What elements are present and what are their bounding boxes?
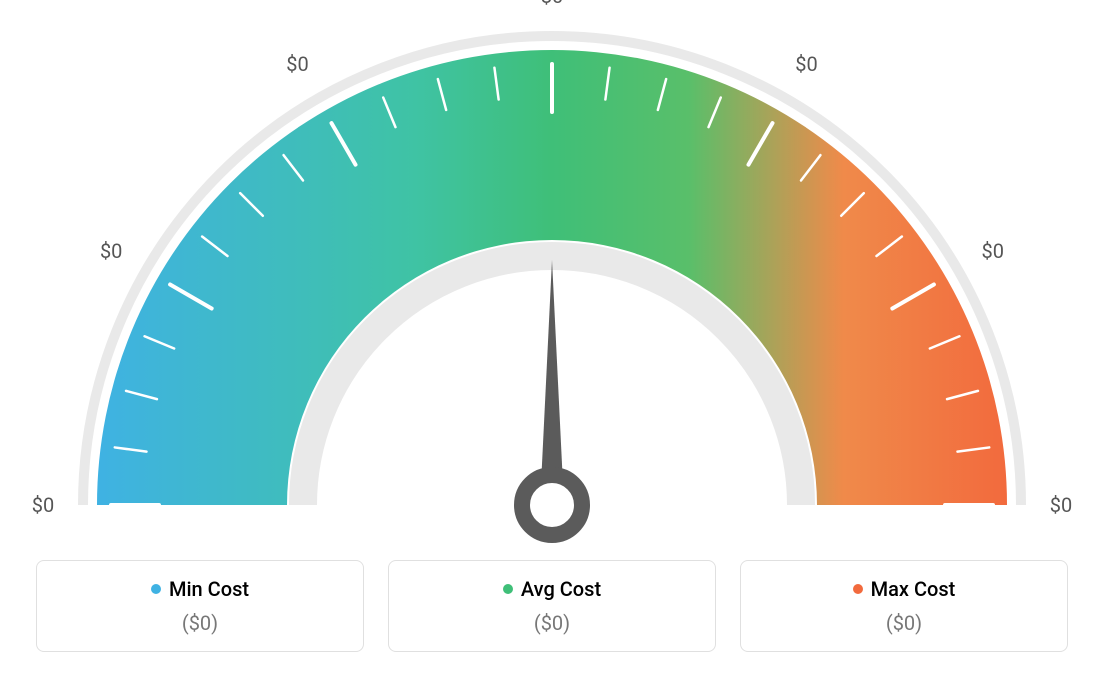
legend-value-max: ($0)	[753, 611, 1055, 635]
legend-row: Min Cost ($0) Avg Cost ($0) Max Cost ($0…	[0, 560, 1104, 652]
gauge-scale-label: $0	[32, 493, 54, 517]
legend-dot-min	[151, 584, 161, 594]
legend-dot-max	[853, 584, 863, 594]
legend-label-min: Min Cost	[169, 577, 249, 601]
legend-card-max: Max Cost ($0)	[740, 560, 1068, 652]
legend-value-avg: ($0)	[401, 611, 703, 635]
legend-value-min: ($0)	[49, 611, 351, 635]
gauge-chart: $0 $0 $0 $0 $0 $0 $0	[0, 0, 1104, 560]
gauge-scale-label: $0	[1050, 493, 1072, 517]
gauge-scale-label: $0	[100, 239, 122, 263]
legend-card-avg: Avg Cost ($0)	[388, 560, 716, 652]
legend-dot-avg	[503, 584, 513, 594]
gauge-scale-label: $0	[286, 52, 308, 76]
gauge-svg	[0, 0, 1104, 560]
gauge-scale-label: $0	[541, 0, 563, 8]
legend-card-min: Min Cost ($0)	[36, 560, 364, 652]
legend-title-avg: Avg Cost	[503, 577, 601, 601]
legend-label-max: Max Cost	[871, 577, 956, 601]
legend-title-max: Max Cost	[853, 577, 956, 601]
legend-title-min: Min Cost	[151, 577, 249, 601]
gauge-scale-label: $0	[795, 52, 817, 76]
gauge-scale-label: $0	[982, 239, 1004, 263]
legend-label-avg: Avg Cost	[521, 577, 601, 601]
